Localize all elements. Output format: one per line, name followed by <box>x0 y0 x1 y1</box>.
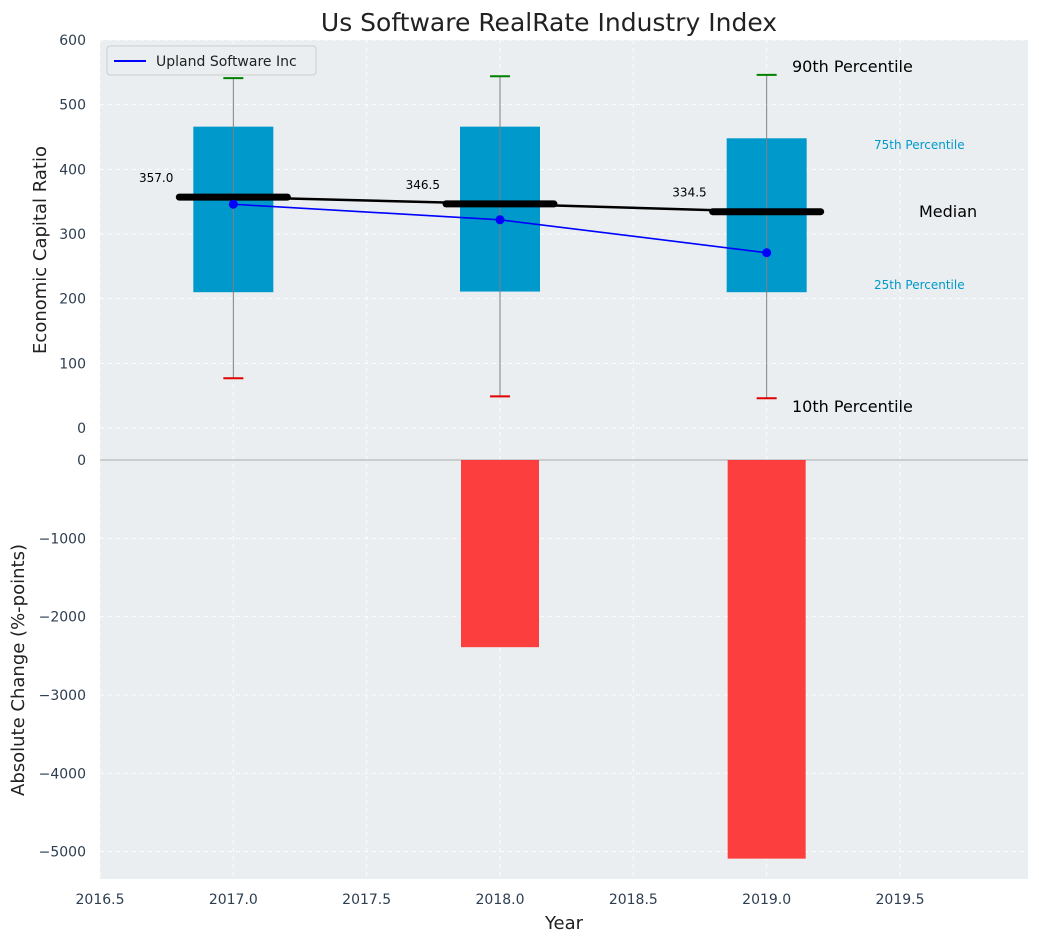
series-point <box>762 248 772 258</box>
x-tick-label: 2017.5 <box>342 892 391 908</box>
change-bar-y-ticks: 0 −1000 −2000 −3000 −4000 −5000 <box>39 453 86 861</box>
box-plot-panel: 0 100 200 300 400 500 600 357.0 346.5 334.5 Econ… <box>30 33 1028 456</box>
box-plot-y-ticks: 0 100 200 300 400 500 600 <box>59 33 86 437</box>
y-tick-label: −2000 <box>39 610 86 626</box>
legend-box <box>106 45 317 76</box>
y-tick-label: −3000 <box>39 688 86 704</box>
y-tick-label: 400 <box>59 162 86 178</box>
median-value-label: 357.0 <box>139 171 173 185</box>
x-tick-label: 2019.0 <box>742 892 791 908</box>
x-tick-label: 2017.0 <box>209 892 258 908</box>
series-point <box>228 199 238 209</box>
y-tick-label: −1000 <box>39 531 86 547</box>
median-trend-line <box>233 195 767 213</box>
box-plot-marks: 357.0 346.5 334.5 <box>139 73 825 400</box>
y-tick-label: 600 <box>59 33 86 49</box>
change-bar-panel: 0−1000−2000−3000−4000−5000 2016.5 2017.0 2… <box>8 453 1028 934</box>
annotation-25th-percentile: 25th Percentile <box>874 278 965 292</box>
legend-label: Upland Software Inc <box>156 54 297 70</box>
annotation-median: Median <box>919 202 977 221</box>
y-tick-label: 0 <box>77 421 86 437</box>
x-tick-label: 2016.5 <box>76 892 125 908</box>
x-tick-label: 2019.5 <box>876 892 925 908</box>
chart-title: Us Software RealRate Industry Index <box>321 8 777 37</box>
y-tick-label: 500 <box>59 98 86 114</box>
change-bar-y-axis-label: Absolute Change (%-points) <box>8 544 29 796</box>
x-axis-ticks: 2016.5 2017.0 2017.5 2018.0 2018.5 2019.0 2019… <box>76 892 925 908</box>
legend: Upland Software Inc <box>106 45 317 76</box>
change-bar <box>461 460 539 648</box>
median-value-label: 346.5 <box>406 178 440 192</box>
y-tick-label: 200 <box>59 292 86 308</box>
y-tick-label: 300 <box>59 227 86 243</box>
annotation-90th-percentile: 90th Percentile <box>792 57 913 76</box>
box-plot-y-axis-label: Economic Capital Ratio <box>30 146 51 354</box>
median-value-label: 334.5 <box>672 186 706 200</box>
series-point <box>495 215 505 225</box>
x-tick-label: 2018.0 <box>476 892 525 908</box>
annotation-75th-percentile: 75th Percentile <box>874 138 965 152</box>
x-tick-label: 2018.5 <box>609 892 658 908</box>
annotation-10th-percentile: 10th Percentile <box>792 397 913 416</box>
y-tick-label: 0 <box>77 453 86 469</box>
change-bar <box>727 460 806 859</box>
y-tick-label: −5000 <box>39 845 86 861</box>
x-axis-label: Year <box>544 913 584 934</box>
y-tick-label: 100 <box>59 356 86 372</box>
change-bar-panel-background <box>100 456 1028 879</box>
change-bar-marks <box>100 459 1028 859</box>
y-tick-label: −4000 <box>39 766 86 782</box>
